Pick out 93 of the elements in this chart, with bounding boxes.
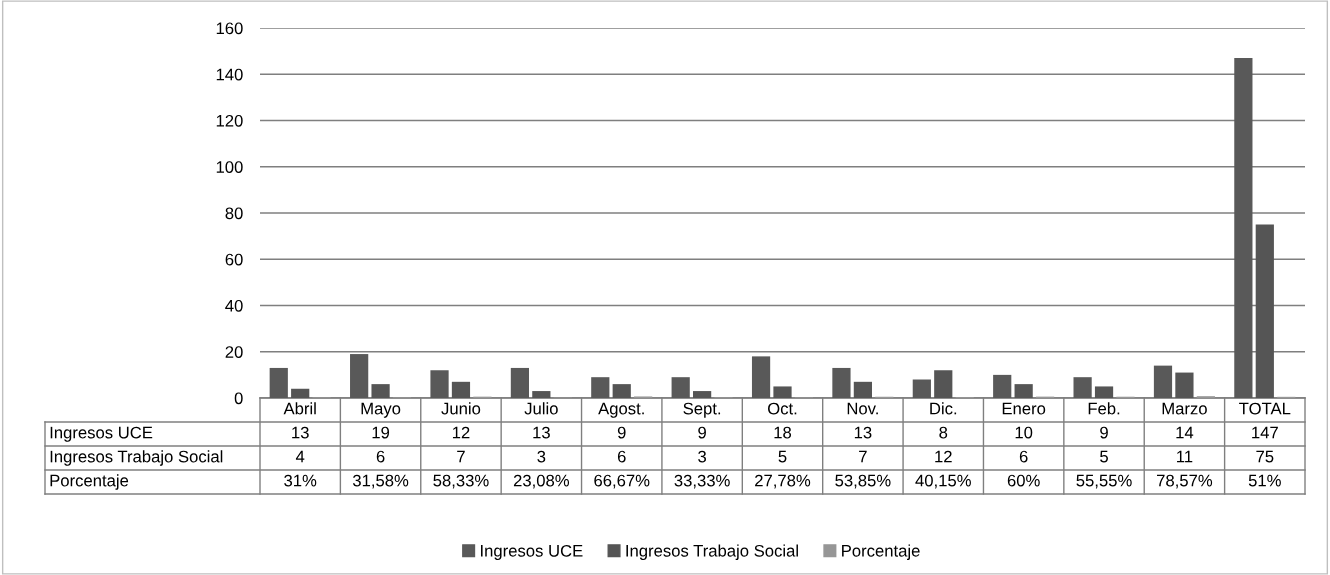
bar	[1094, 386, 1114, 398]
data-label: 3	[537, 450, 546, 463]
y-tick-label: 80	[225, 207, 243, 220]
data-label: 9	[617, 426, 626, 439]
bar	[291, 388, 310, 398]
data-label: 13	[292, 426, 309, 439]
x-tick-label: Agost.	[598, 402, 644, 418]
data-label: 75	[1256, 450, 1274, 463]
data-label: 10	[1015, 426, 1033, 439]
bar	[451, 381, 471, 398]
data-label: 8	[939, 426, 948, 439]
bar	[934, 370, 953, 398]
bar	[832, 367, 851, 398]
x-tick-label: Sept.	[683, 402, 721, 418]
bar	[693, 391, 712, 398]
text: Porcentaje	[50, 474, 129, 490]
bar	[430, 370, 449, 398]
bar	[612, 384, 631, 398]
x-tick-label: Julio	[524, 402, 558, 415]
data-label: 5	[778, 450, 787, 463]
bar	[1255, 224, 1274, 398]
text: Ingresos Trabajo Social	[50, 450, 223, 466]
data-label: 33,33%	[674, 474, 730, 489]
data-label: 7	[859, 450, 867, 463]
bar	[269, 367, 288, 398]
data-label: 78,57%	[1157, 474, 1213, 489]
bar	[1234, 58, 1253, 398]
y-tick-label: 140	[216, 68, 243, 81]
x-tick-label: Junio	[441, 402, 481, 415]
legend-label: Porcentaje	[842, 544, 920, 560]
bar	[371, 384, 390, 398]
x-tick-label: Oct.	[768, 402, 797, 415]
data-label: 27,78%	[755, 474, 811, 489]
data-label: 147	[1252, 426, 1278, 439]
bar	[671, 377, 690, 398]
data-label: 11	[1177, 450, 1193, 463]
data-label: 13	[533, 426, 550, 439]
data-label: 53,85%	[835, 474, 891, 489]
bar	[532, 391, 551, 398]
data-label: 12	[452, 426, 470, 439]
data-label: 5	[1100, 450, 1108, 463]
y-tick-label: 120	[216, 114, 243, 127]
bar	[1153, 365, 1173, 398]
data-label: 60%	[1007, 474, 1040, 487]
legend-label: Ingresos UCE	[481, 544, 583, 560]
data-label: 18	[774, 426, 792, 439]
x-tick-label: TOTAL	[1239, 402, 1291, 415]
data-label: 40,15%	[915, 474, 971, 489]
bar	[751, 356, 771, 398]
x-tick-label: Enero	[1002, 402, 1046, 415]
y-tick-label: 160	[216, 22, 243, 35]
data-label: 55,55%	[1076, 474, 1132, 489]
x-tick-label: Marzo	[1162, 402, 1207, 415]
bar	[1014, 384, 1033, 398]
bar	[1073, 377, 1092, 398]
data-label: 31,58%	[352, 474, 409, 489]
data-label: 51%	[1248, 474, 1281, 487]
y-tick-label: 0	[234, 392, 243, 405]
bar	[1175, 372, 1194, 398]
data-label: 23,08%	[513, 474, 570, 489]
y-tick-label: 60	[225, 253, 243, 266]
data-label: 9	[698, 426, 706, 439]
x-tick-label: Nov.	[847, 402, 878, 415]
data-label: 7	[457, 450, 465, 463]
x-tick-label: Feb.	[1088, 402, 1120, 415]
legend-label: Ingresos Trabajo Social	[626, 544, 798, 560]
data-label: 3	[698, 450, 707, 463]
data-label: 66,67%	[594, 474, 650, 489]
data-label: 19	[372, 426, 390, 439]
data-label: 4	[295, 450, 305, 463]
bar	[993, 374, 1012, 398]
data-label: 6	[617, 450, 626, 463]
data-label: 6	[376, 450, 385, 463]
x-tick-label: Dic.	[930, 402, 957, 415]
bar	[912, 379, 931, 398]
bar	[510, 367, 530, 398]
bar	[853, 381, 872, 398]
bar	[350, 354, 369, 398]
y-tick-label: 40	[225, 299, 243, 312]
y-tick-label: 20	[225, 346, 243, 358]
y-tick-label: 100	[216, 161, 243, 173]
x-tick-label: Abril	[283, 402, 316, 415]
data-label: 31%	[284, 474, 317, 487]
data-label: 14	[1176, 426, 1194, 439]
data-label: 6	[1019, 450, 1028, 463]
x-tick-label: Mayo	[361, 402, 401, 418]
data-label: 58,33%	[433, 474, 489, 489]
text: Ingresos UCE	[50, 426, 153, 442]
data-label: 13	[854, 426, 872, 439]
bar	[773, 386, 792, 398]
data-label: 9	[1100, 426, 1108, 439]
bar	[591, 377, 610, 398]
data-label: 12	[935, 450, 952, 463]
